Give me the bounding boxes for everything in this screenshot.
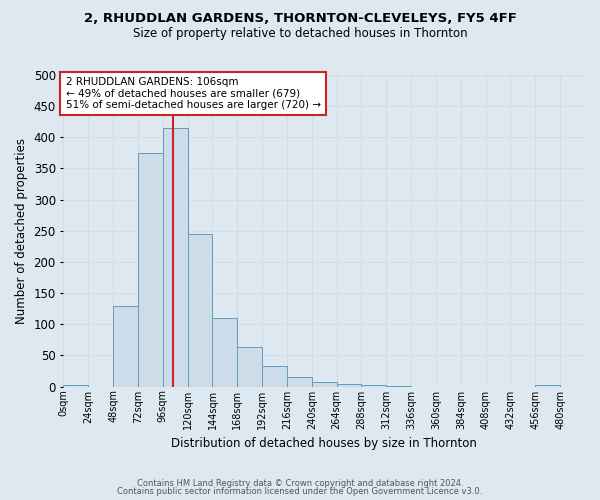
Bar xyxy=(212,318,237,386)
Bar xyxy=(188,234,212,386)
Text: 2, RHUDDLAN GARDENS, THORNTON-CLEVELEYS, FY5 4FF: 2, RHUDDLAN GARDENS, THORNTON-CLEVELEYS,… xyxy=(83,12,517,26)
Bar xyxy=(287,376,312,386)
X-axis label: Distribution of detached houses by size in Thornton: Distribution of detached houses by size … xyxy=(171,437,477,450)
Text: Size of property relative to detached houses in Thornton: Size of property relative to detached ho… xyxy=(133,28,467,40)
Bar xyxy=(312,382,337,386)
Text: Contains public sector information licensed under the Open Government Licence v3: Contains public sector information licen… xyxy=(118,487,482,496)
Bar xyxy=(535,385,560,386)
Bar xyxy=(163,128,188,386)
Bar xyxy=(64,385,88,386)
Bar xyxy=(113,306,138,386)
Bar xyxy=(337,384,361,386)
Text: Contains HM Land Registry data © Crown copyright and database right 2024.: Contains HM Land Registry data © Crown c… xyxy=(137,478,463,488)
Bar xyxy=(138,153,163,386)
Y-axis label: Number of detached properties: Number of detached properties xyxy=(15,138,28,324)
Text: 2 RHUDDLAN GARDENS: 106sqm
← 49% of detached houses are smaller (679)
51% of sem: 2 RHUDDLAN GARDENS: 106sqm ← 49% of deta… xyxy=(65,77,320,110)
Bar xyxy=(262,366,287,386)
Bar xyxy=(237,348,262,387)
